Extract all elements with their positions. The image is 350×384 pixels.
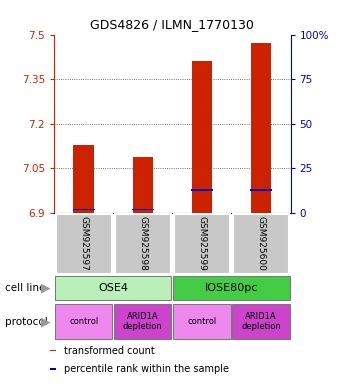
Bar: [233, 214, 289, 274]
Bar: [250, 189, 272, 191]
Text: ARID1A
depletion: ARID1A depletion: [241, 312, 281, 331]
Title: GDS4826 / ILMN_1770130: GDS4826 / ILMN_1770130: [90, 18, 254, 31]
Text: GSM925598: GSM925598: [138, 217, 147, 271]
Text: GSM925597: GSM925597: [79, 217, 88, 271]
Bar: [115, 214, 170, 274]
Bar: [50, 368, 56, 370]
Bar: [191, 61, 212, 213]
Bar: [133, 157, 153, 213]
Text: control: control: [187, 317, 217, 326]
Bar: [251, 43, 271, 213]
Bar: [174, 214, 230, 274]
Text: control: control: [69, 317, 98, 326]
Bar: [72, 209, 95, 210]
Bar: [132, 209, 154, 210]
Bar: [173, 305, 231, 339]
Text: ARID1A
depletion: ARID1A depletion: [123, 312, 163, 331]
Bar: [55, 305, 112, 339]
Bar: [114, 305, 172, 339]
Text: GSM925600: GSM925600: [257, 217, 265, 271]
Text: cell line: cell line: [5, 283, 46, 293]
Text: ▶: ▶: [41, 282, 50, 295]
Text: percentile rank within the sample: percentile rank within the sample: [64, 364, 229, 374]
Text: IOSE80pc: IOSE80pc: [205, 283, 258, 293]
Bar: [74, 145, 94, 213]
Bar: [232, 305, 289, 339]
Bar: [56, 214, 112, 274]
Text: OSE4: OSE4: [98, 283, 128, 293]
Bar: [50, 350, 56, 351]
Text: ▶: ▶: [41, 315, 50, 328]
Bar: [191, 189, 213, 191]
Bar: [55, 276, 172, 300]
Text: GSM925599: GSM925599: [197, 217, 206, 271]
Text: protocol: protocol: [5, 316, 48, 327]
Text: transformed count: transformed count: [64, 346, 155, 356]
Bar: [173, 276, 289, 300]
